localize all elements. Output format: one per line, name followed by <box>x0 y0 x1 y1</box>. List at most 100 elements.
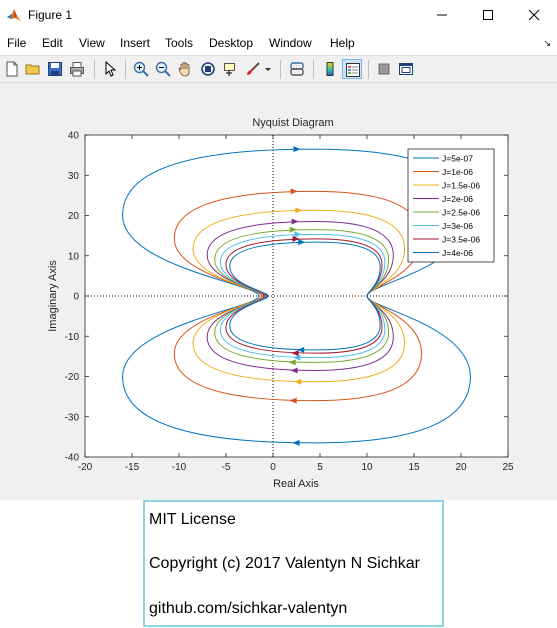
direction-arrow <box>297 346 305 353</box>
menu-edit[interactable]: Edit <box>42 36 63 50</box>
x-tick-label: 15 <box>408 462 420 473</box>
nyquist-curve-upper <box>214 229 390 297</box>
x-tick-label: -20 <box>78 462 93 473</box>
window-titlebar: Figure 1 <box>0 0 557 30</box>
pan-hand-icon <box>178 62 190 77</box>
legend-button[interactable] <box>342 59 362 79</box>
print-icon <box>70 62 84 77</box>
open-file-button[interactable] <box>23 59 43 79</box>
nyquist-curve-lower <box>173 295 423 402</box>
direction-arrow <box>289 397 297 404</box>
close-icon <box>528 9 540 21</box>
chevron-down-icon <box>265 68 271 71</box>
close-button[interactable] <box>511 0 557 30</box>
legend-entry: J=1.5e-06 <box>442 180 480 190</box>
x-tick-label: -10 <box>172 462 187 473</box>
direction-arrow <box>290 188 298 195</box>
direction-arrow <box>294 231 302 238</box>
x-tick-label: 10 <box>361 462 373 473</box>
nyquist-curve-lower <box>219 295 386 359</box>
colorbar-icon <box>326 62 334 76</box>
save-icon <box>48 62 62 76</box>
nyquist-curve-upper <box>206 221 394 297</box>
dock-arrow-icon[interactable]: ↘ <box>543 38 551 48</box>
pointer-button[interactable] <box>100 59 120 79</box>
brush-icon <box>247 62 260 75</box>
nyquist-plot[interactable]: Nyquist Diagram -20 -15 -10 -5 0 5 10 15 20 25 40 3… <box>0 83 557 500</box>
menu-insert[interactable]: Insert <box>120 36 151 50</box>
y-tick-label: 0 <box>73 292 79 303</box>
y-tick-label: -30 <box>65 412 80 423</box>
y-tick-label: 30 <box>68 171 80 182</box>
direction-arrow <box>292 235 300 242</box>
data-cursor-button[interactable] <box>221 59 241 79</box>
show-plot-tools-icon <box>399 63 413 75</box>
x-tick-label: 5 <box>317 462 323 473</box>
nyquist-curve-lower <box>206 295 394 371</box>
legend[interactable]: J=5e-07 J=1e-06 J=1.5e-06 J=2e-06 J=2.5e-06 J… <box>407 148 495 263</box>
legend-box <box>407 148 495 263</box>
direction-arrow <box>293 354 301 361</box>
y-tick-label: 10 <box>68 251 80 262</box>
new-figure-icon <box>6 61 18 77</box>
chart-title: Nyquist Diagram <box>252 117 333 129</box>
zoom-in-button[interactable] <box>131 59 151 79</box>
direction-arrow <box>288 359 296 366</box>
show-plot-tools-button[interactable] <box>396 59 416 79</box>
license-copyright: Copyright (c) 2017 Valentyn N Sichkar <box>149 555 420 572</box>
menubar: File Edit View Insert Tools Desktop Wind… <box>0 30 557 55</box>
critical-point-marker: + <box>261 292 267 303</box>
new-figure-button[interactable] <box>2 59 22 79</box>
hide-plot-tools-icon <box>378 63 390 75</box>
nyquist-curve-upper <box>229 241 381 297</box>
maximize-button[interactable] <box>465 0 511 30</box>
menu-desktop[interactable]: Desktop <box>209 36 254 50</box>
direction-arrow <box>294 378 302 385</box>
license-title: MIT License <box>149 511 236 528</box>
nyquist-curve-lower <box>214 295 390 363</box>
rotate-3d-icon <box>201 62 215 76</box>
y-tick-label: -20 <box>65 372 80 383</box>
legend-entry: J=3e-06 <box>442 221 473 231</box>
x-axis-label: Real Axis <box>273 478 319 490</box>
direction-arrow <box>289 226 297 233</box>
zoom-out-icon <box>155 61 171 77</box>
brush-dropdown-button[interactable] <box>262 59 272 79</box>
direction-arrow <box>290 367 298 374</box>
zoom-in-icon <box>133 61 149 77</box>
print-button[interactable] <box>67 59 87 79</box>
license-box: MIT License Copyright (c) 2017 Valentyn … <box>143 500 444 627</box>
minimize-icon <box>437 14 447 16</box>
legend-entry: J=2e-06 <box>442 194 473 204</box>
maximize-icon <box>483 10 493 20</box>
figure-canvas[interactable]: Nyquist Diagram -20 -15 -10 -5 0 5 10 15 20 25 40 3… <box>0 83 557 500</box>
nyquist-curve-lower <box>122 295 471 444</box>
menu-file[interactable]: File <box>7 36 27 50</box>
direction-arrow <box>292 439 300 446</box>
y-tick-label: -10 <box>65 332 80 343</box>
y-tick-label: 40 <box>68 131 80 142</box>
nyquist-curve-lower <box>229 295 381 351</box>
hide-plot-tools-button[interactable] <box>374 59 394 79</box>
zoom-out-button[interactable] <box>153 59 173 79</box>
menu-tools[interactable]: Tools <box>165 36 194 50</box>
menu-window[interactable]: Window <box>269 36 312 50</box>
nyquist-curve-upper <box>225 238 383 297</box>
menu-help[interactable]: Help <box>330 36 355 50</box>
colorbar-button[interactable] <box>320 59 340 79</box>
minimize-button[interactable] <box>419 0 465 30</box>
pan-button[interactable] <box>175 59 195 79</box>
rotate-button[interactable] <box>198 59 218 79</box>
matlab-logo-icon <box>7 9 21 21</box>
brush-button[interactable] <box>243 59 263 79</box>
y-axis-label: Imaginary Axis <box>47 260 59 332</box>
toolbar-separator <box>368 60 369 79</box>
x-tick-label: -5 <box>222 462 231 473</box>
save-button[interactable] <box>45 59 65 79</box>
link-plot-button[interactable] <box>287 59 307 79</box>
y-tick-label: 20 <box>68 211 80 222</box>
direction-arrow <box>293 146 301 153</box>
y-tick-label: -40 <box>65 453 80 464</box>
menu-view[interactable]: View <box>79 36 105 50</box>
nyquist-curve-upper <box>219 233 386 297</box>
